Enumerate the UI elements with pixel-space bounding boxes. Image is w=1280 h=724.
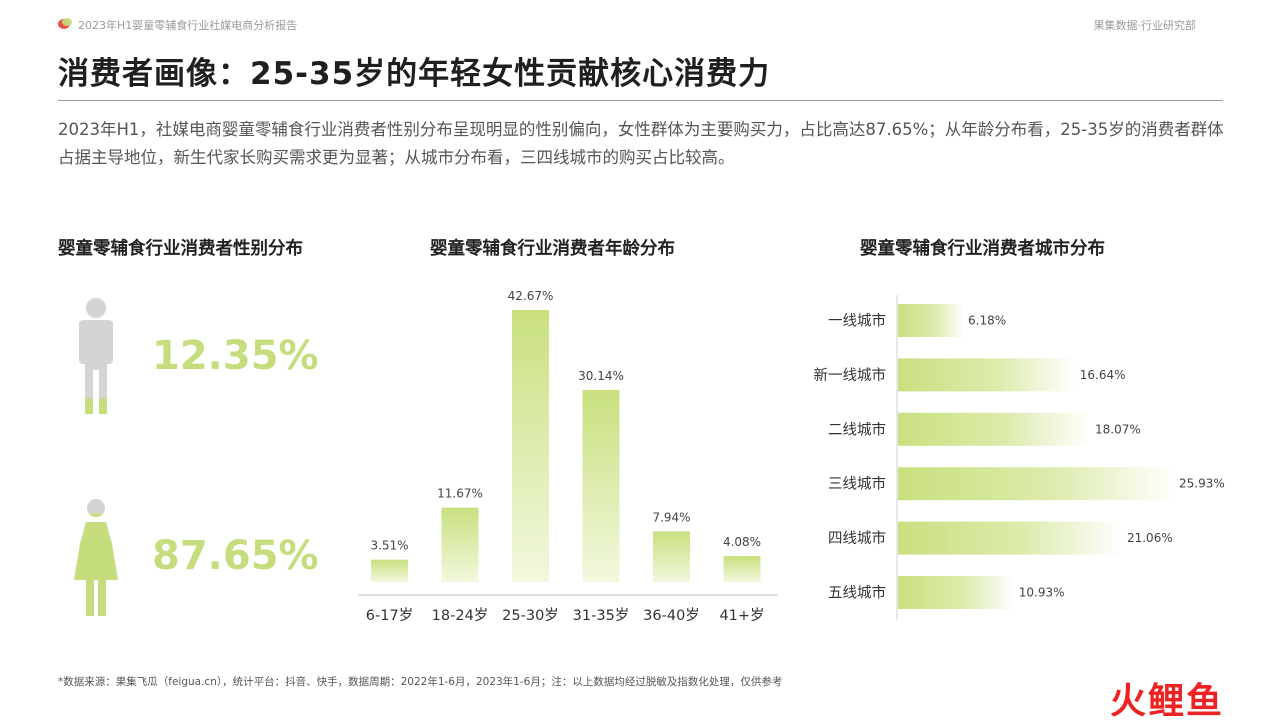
age-bar-value-label: 11.67% <box>437 487 483 501</box>
age-bar <box>512 310 549 582</box>
age-bar-value-label: 7.94% <box>652 510 690 524</box>
gender-chart-title: 婴童零辅食行业消费者性别分布 <box>58 239 303 259</box>
city-bar <box>898 304 965 337</box>
gender-chart <box>74 298 118 616</box>
page-title: 消费者画像：25-35岁的年轻女性贡献核心消费力 <box>58 56 771 92</box>
age-bar-chart: 3.51% 6-17岁 11.67% 18-24岁 42.67% 25-30岁 30.14%… <box>358 289 778 624</box>
city-category-label: 新一线城市 <box>814 367 887 384</box>
city-chart-title: 婴童零辅食行业消费者城市分布 <box>860 239 1105 259</box>
age-bar <box>441 507 479 582</box>
female-percentage: 87.65% <box>152 533 319 579</box>
city-bar <box>898 467 1175 501</box>
report-title: 2023年H1婴童零辅食行业社媒电商分析报告 <box>78 19 298 32</box>
city-category-label: 五线城市 <box>828 585 886 602</box>
title-divider <box>58 100 1223 101</box>
city-bar-chart: 6.18% 一线城市 16.64% 新一线城市 18.07% 二线城市 25.93% 三线城市… <box>814 295 1225 620</box>
city-bar <box>898 576 1015 609</box>
city-bar <box>898 521 1123 555</box>
city-category-label: 四线城市 <box>828 530 886 547</box>
city-bar-value-label: 6.18% <box>968 314 1006 328</box>
city-bar-value-label: 16.64% <box>1080 368 1126 382</box>
age-category-label: 6-17岁 <box>366 607 413 624</box>
org-name: 果集数据·行业研究部 <box>1093 19 1197 32</box>
city-bar-value-label: 10.93% <box>1019 586 1065 600</box>
age-bar <box>582 389 620 582</box>
male-figure-icon <box>79 298 113 414</box>
age-bar <box>371 559 408 582</box>
brand-logo-icon <box>58 18 72 29</box>
city-bar <box>898 412 1092 446</box>
watermark-logo: 火鲤鱼 <box>1110 681 1225 722</box>
age-chart-title: 婴童零辅食行业消费者年龄分布 <box>430 239 675 259</box>
age-bar-value-label: 30.14% <box>578 369 624 383</box>
city-bar-value-label: 21.06% <box>1127 531 1173 545</box>
footnote: *数据来源：果集飞瓜（feigua.cn），统计平台：抖音、快手，数据周期：20… <box>58 676 783 688</box>
city-bar-value-label: 18.07% <box>1095 422 1141 436</box>
city-category-label: 三线城市 <box>828 476 886 493</box>
city-category-label: 二线城市 <box>828 421 886 438</box>
age-category-label: 41+岁 <box>719 607 764 624</box>
city-category-label: 一线城市 <box>828 313 886 330</box>
age-bar <box>653 531 690 582</box>
city-bar-value-label: 25.93% <box>1179 477 1225 491</box>
age-bar-value-label: 4.08% <box>723 535 761 549</box>
city-bar <box>898 358 1076 392</box>
age-bar-value-label: 3.51% <box>370 539 408 553</box>
female-figure-icon <box>74 499 118 616</box>
age-bar <box>723 555 761 582</box>
age-category-label: 36-40岁 <box>643 607 700 624</box>
age-category-label: 25-30岁 <box>502 607 559 624</box>
summary-text: 2023年H1，社媒电商婴童零辅食行业消费者性别分布呈现明显的性别偏向，女性群体… <box>58 120 1224 167</box>
male-percentage: 12.35% <box>152 333 319 379</box>
age-category-label: 31-35岁 <box>573 607 630 624</box>
age-bar-value-label: 42.67% <box>508 289 554 303</box>
age-category-label: 18-24岁 <box>432 607 489 624</box>
